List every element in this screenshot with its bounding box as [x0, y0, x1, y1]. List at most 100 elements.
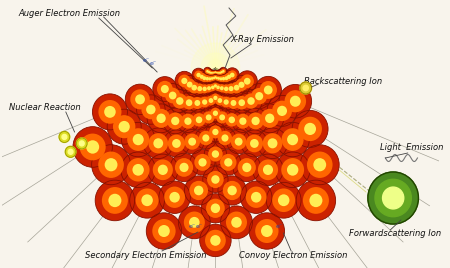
Circle shape — [212, 129, 219, 135]
Circle shape — [220, 72, 221, 74]
Circle shape — [255, 76, 281, 103]
Circle shape — [215, 70, 219, 75]
Circle shape — [258, 128, 288, 159]
Circle shape — [207, 60, 223, 76]
Circle shape — [198, 158, 207, 167]
Circle shape — [222, 84, 230, 94]
Circle shape — [207, 69, 213, 76]
Circle shape — [210, 74, 218, 82]
Circle shape — [267, 95, 297, 126]
Circle shape — [92, 94, 127, 130]
Circle shape — [201, 194, 230, 223]
Circle shape — [279, 84, 312, 118]
Circle shape — [118, 121, 130, 132]
Circle shape — [241, 74, 254, 88]
Circle shape — [290, 96, 301, 107]
Circle shape — [164, 187, 185, 208]
Circle shape — [303, 187, 329, 214]
Circle shape — [220, 154, 237, 171]
Circle shape — [265, 114, 274, 123]
Circle shape — [192, 97, 203, 109]
Circle shape — [213, 75, 218, 80]
Circle shape — [191, 85, 197, 91]
Circle shape — [80, 133, 106, 160]
Circle shape — [247, 84, 271, 109]
Circle shape — [189, 110, 209, 130]
Circle shape — [195, 83, 205, 94]
Circle shape — [127, 128, 149, 151]
Circle shape — [214, 84, 217, 88]
Circle shape — [212, 64, 219, 72]
Circle shape — [226, 83, 236, 94]
Circle shape — [278, 194, 289, 206]
Circle shape — [189, 181, 208, 200]
Circle shape — [127, 158, 149, 181]
Circle shape — [368, 172, 418, 224]
Circle shape — [195, 127, 216, 149]
Circle shape — [203, 82, 215, 94]
Circle shape — [202, 76, 206, 80]
Circle shape — [194, 70, 203, 80]
Circle shape — [235, 96, 248, 110]
Circle shape — [221, 134, 229, 142]
Circle shape — [238, 158, 256, 177]
Circle shape — [202, 73, 212, 84]
Circle shape — [216, 70, 222, 76]
Circle shape — [153, 159, 173, 180]
Circle shape — [224, 158, 232, 167]
Circle shape — [216, 71, 218, 74]
Circle shape — [170, 153, 198, 182]
Text: X-Ray Emission: X-Ray Emission — [230, 35, 294, 44]
Circle shape — [172, 139, 181, 148]
Circle shape — [210, 235, 220, 246]
Circle shape — [98, 151, 124, 178]
Circle shape — [284, 90, 306, 112]
Circle shape — [147, 104, 175, 133]
Circle shape — [255, 219, 279, 243]
Circle shape — [220, 86, 224, 90]
Circle shape — [281, 158, 304, 181]
Circle shape — [152, 109, 171, 128]
Circle shape — [237, 71, 257, 92]
Circle shape — [107, 109, 141, 144]
Circle shape — [234, 85, 239, 91]
Circle shape — [298, 117, 322, 141]
Circle shape — [59, 131, 70, 142]
Circle shape — [133, 134, 144, 145]
Circle shape — [382, 187, 404, 209]
Circle shape — [296, 180, 336, 221]
Circle shape — [216, 74, 225, 84]
Circle shape — [238, 82, 244, 88]
Circle shape — [218, 69, 225, 76]
Circle shape — [226, 211, 247, 233]
Circle shape — [217, 72, 219, 74]
Circle shape — [208, 70, 212, 75]
Circle shape — [272, 101, 292, 121]
Circle shape — [221, 69, 226, 74]
Text: Backscattering Ion: Backscattering Ion — [304, 77, 382, 87]
Circle shape — [212, 74, 219, 81]
Circle shape — [216, 150, 241, 175]
Circle shape — [220, 82, 233, 96]
Circle shape — [158, 165, 168, 175]
Circle shape — [235, 79, 248, 91]
Circle shape — [182, 96, 196, 110]
Circle shape — [207, 105, 223, 121]
Circle shape — [205, 74, 214, 84]
Circle shape — [189, 82, 200, 94]
Circle shape — [194, 100, 200, 106]
Circle shape — [231, 133, 247, 150]
Circle shape — [209, 84, 216, 91]
Circle shape — [135, 188, 158, 212]
Circle shape — [95, 180, 135, 221]
Circle shape — [214, 70, 217, 74]
Circle shape — [125, 84, 155, 114]
Circle shape — [157, 81, 173, 97]
Circle shape — [169, 92, 176, 99]
Text: Secondary Electron Emission: Secondary Electron Emission — [85, 251, 206, 259]
Circle shape — [216, 82, 228, 94]
Circle shape — [211, 175, 220, 184]
Circle shape — [232, 92, 252, 113]
Text: e⁻: e⁻ — [195, 224, 203, 229]
Circle shape — [218, 70, 223, 75]
